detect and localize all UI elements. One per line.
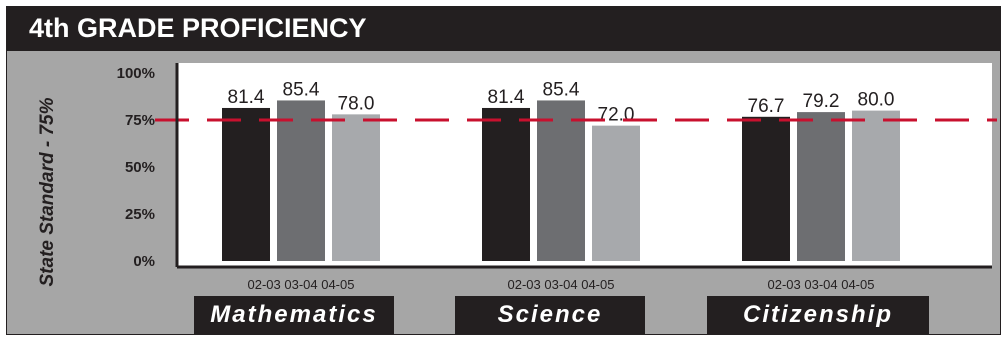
bar-value-label: 78.0 [338,93,375,114]
bar [742,116,790,261]
y-tick-label: 75% [125,112,155,129]
year-labels: 02-03 03-04 04-05 [768,277,875,292]
bar-value-label: 76.7 [748,96,785,117]
bar [592,125,640,261]
y-tick-label: 50% [125,159,155,176]
subject-label: Mathematics [194,296,394,334]
bar-value-label: 81.4 [228,87,265,108]
subject-label: Science [455,296,645,334]
chart-title: 4th GRADE PROFICIENCY [29,13,367,43]
title-bar: 4th GRADE PROFICIENCY [7,7,1000,51]
bar-value-label: 85.4 [283,79,320,100]
y-tick-label: 25% [125,206,155,223]
bar [222,107,270,261]
subject-label: Citizenship [707,296,929,334]
year-labels: 02-03 03-04 04-05 [248,277,355,292]
bar-value-label: 81.4 [488,87,525,108]
bar-value-label: 80.0 [858,90,895,111]
y-tick-label: 100% [117,65,155,82]
bar [332,114,380,261]
chart-plot: 100% 75% 50% 25% 0% 81.4 85.4 78.0 02-03 03-04 0… [117,63,997,292]
bar [537,100,585,261]
bar-value-label: 79.2 [803,91,840,112]
bar [277,100,325,261]
chart-frame: 4th GRADE PROFICIENCY State Standard - 7… [6,6,1001,335]
bar [797,112,845,261]
bar [852,110,900,261]
bar-value-label: 72.0 [598,105,635,126]
y-tick-label: 0% [133,253,155,270]
year-labels: 02-03 03-04 04-05 [508,277,615,292]
bar [482,107,530,261]
bar-value-label: 85.4 [543,79,580,100]
